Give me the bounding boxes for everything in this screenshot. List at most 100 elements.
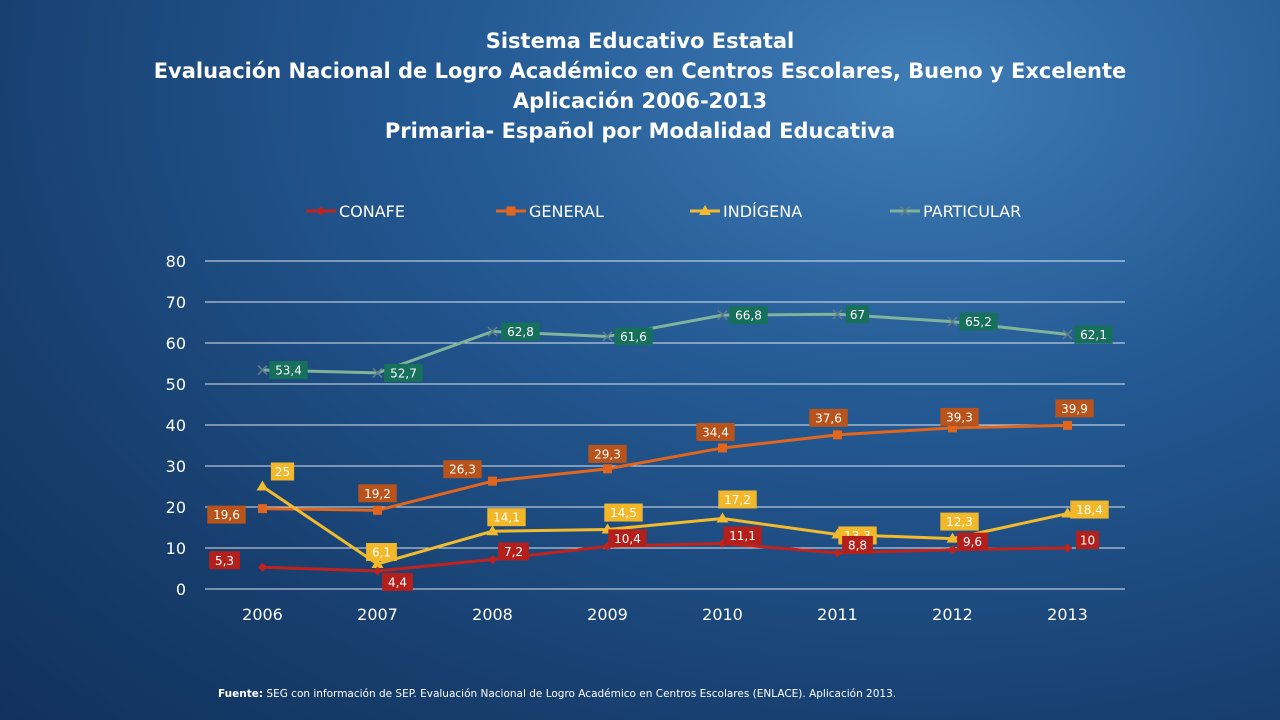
data-point <box>1063 543 1072 553</box>
data-label-box <box>696 422 735 441</box>
data-point <box>948 423 957 433</box>
data-label-box <box>588 444 627 463</box>
data-label: 10,4 <box>614 532 641 546</box>
x-tick-label: 2008 <box>472 605 513 624</box>
data-point <box>1062 329 1073 340</box>
data-label: 18,4 <box>1076 503 1103 517</box>
data-point <box>256 480 269 491</box>
data-point <box>948 545 957 555</box>
labels-particular: 53,4 52,7 62,8 61,6 66,8 67 65,2 62,1 <box>269 305 1113 382</box>
x-tick-label: 2013 <box>1047 605 1088 624</box>
data-label: 19,6 <box>213 508 240 522</box>
y-tick-label: 80 <box>166 252 186 271</box>
data-label-box <box>845 305 870 324</box>
data-label-box <box>718 490 757 509</box>
legend-marker <box>316 206 326 216</box>
legend-label: INDÍGENA <box>723 202 802 221</box>
labels-general: 19,6 19,2 26,3 29,3 34,4 37,6 39,3 39,9 <box>207 399 1094 524</box>
data-point <box>833 430 842 440</box>
legend-marker <box>506 206 516 216</box>
data-point <box>373 505 382 515</box>
data-label-box <box>940 407 979 426</box>
data-point <box>718 443 727 453</box>
data-point <box>833 548 842 558</box>
x-tick-label: 2009 <box>587 605 628 624</box>
data-point <box>258 562 267 572</box>
data-point <box>946 532 959 543</box>
data-label-box <box>957 532 988 551</box>
data-label-box <box>269 361 308 380</box>
y-tick-label: 50 <box>166 375 186 394</box>
data-label: 6,1 <box>372 545 391 559</box>
data-label: 39,9 <box>1061 402 1088 416</box>
data-label: 65,2 <box>965 315 992 329</box>
data-point <box>488 476 497 486</box>
y-tick-label: 60 <box>166 334 186 353</box>
data-point <box>257 364 268 376</box>
data-point <box>1063 420 1072 430</box>
data-point <box>602 331 613 342</box>
data-label: 67 <box>850 308 865 322</box>
data-label-box <box>487 508 526 527</box>
data-label-box <box>842 535 873 554</box>
series-general <box>258 420 1072 515</box>
data-label-box <box>614 327 653 346</box>
data-label-box <box>501 322 540 341</box>
data-label: 5,3 <box>215 554 234 568</box>
data-label-box <box>443 460 482 479</box>
data-label: 62,8 <box>507 325 534 339</box>
legend-marker <box>699 205 711 215</box>
data-label: 14,1 <box>493 511 520 525</box>
data-label-box <box>1070 500 1109 519</box>
gridlines: 0 10 20 30 40 50 60 70 80 <box>166 252 1125 599</box>
data-point <box>716 512 729 523</box>
x-tick-label: 2007 <box>357 605 398 624</box>
data-label: 10 <box>1080 534 1095 548</box>
y-tick-label: 30 <box>166 457 186 476</box>
data-label-box <box>1055 399 1094 418</box>
title-line-3: Aplicación 2006-2013 <box>512 89 768 113</box>
data-point <box>717 310 728 321</box>
data-label-box <box>384 363 423 382</box>
data-label: 14,5 <box>610 506 637 520</box>
data-label: 61,6 <box>620 330 647 344</box>
chart-title: Sistema Educativo Estatal Evaluación Nac… <box>0 26 1280 146</box>
labels-indigena: 256,114,114,517,213,312,318,4 <box>270 462 1109 561</box>
data-label: 17,2 <box>724 493 751 507</box>
legend-label: CONAFE <box>339 202 405 221</box>
title-line-4: Primaria- Español por Modalidad Educativ… <box>384 119 896 143</box>
legend-label: GENERAL <box>529 202 604 221</box>
data-label: 19,2 <box>364 487 391 501</box>
data-label: 12,3 <box>946 515 973 529</box>
x-tick-label: 2012 <box>932 605 973 624</box>
data-label: 37,6 <box>815 411 842 425</box>
y-tick-label: 20 <box>166 498 186 517</box>
data-label-box <box>729 306 768 325</box>
data-label: 39,3 <box>946 410 973 424</box>
title-line-1: Sistema Educativo Estatal <box>485 29 795 53</box>
data-label-box <box>498 542 529 561</box>
legend-marker <box>899 205 911 217</box>
footer-text: SEG con información de SEP. Evaluación N… <box>263 688 897 700</box>
series-line <box>262 312 1068 375</box>
series-line <box>262 541 1068 573</box>
data-point <box>486 525 499 536</box>
data-label: 8,8 <box>848 538 867 552</box>
x-tick-label: 2006 <box>242 605 283 624</box>
data-label: 9,6 <box>963 535 982 549</box>
data-label: 7,2 <box>504 545 523 559</box>
data-label: 29,3 <box>594 447 621 461</box>
data-label: 11,1 <box>729 529 756 543</box>
data-label: 53,4 <box>275 364 302 378</box>
legend-label: PARTICULAR <box>923 202 1021 221</box>
data-point <box>603 464 612 474</box>
data-label-box <box>809 408 848 427</box>
data-point <box>947 316 958 327</box>
data-label-box <box>207 505 246 524</box>
data-label: 62,1 <box>1080 328 1107 342</box>
data-label: 4,4 <box>388 575 407 589</box>
legend: CONAFE GENERAL INDÍGENA PARTICULAR <box>306 202 1021 221</box>
y-tick-label: 10 <box>166 539 186 558</box>
data-label-box <box>608 529 647 548</box>
data-label-box <box>382 572 413 591</box>
